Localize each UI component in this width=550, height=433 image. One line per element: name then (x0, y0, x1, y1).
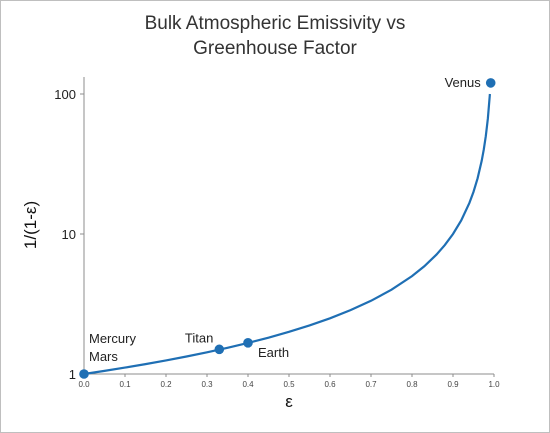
x-tick-label: 0.9 (447, 380, 459, 389)
x-tick-label: 1.0 (488, 380, 500, 389)
y-axis-label: 1/(1-ε) (21, 201, 40, 249)
data-point-marker (485, 78, 496, 88)
greenhouse-factor-curve (83, 93, 491, 376)
chart-title-line-2: Greenhouse Factor (193, 38, 357, 59)
x-tick-label: 0.7 (365, 380, 377, 389)
x-tick-label: 0.0 (78, 380, 90, 389)
y-tick-label: 10 (62, 227, 76, 242)
x-tick-label: 0.1 (119, 380, 131, 389)
axes (83, 77, 494, 375)
x-tick-labels: 0.0 0.1 0.2 0.3 0.4 0.5 0.6 0.7 0.8 0.9 1.0 (78, 374, 500, 389)
point-label: Titan (185, 330, 213, 345)
point-label: Earth (258, 345, 289, 360)
data-point-marker (243, 338, 253, 348)
x-tick-label: 0.6 (324, 380, 336, 389)
point-label: Mercury (89, 331, 136, 346)
data-point-marker (79, 369, 89, 379)
x-tick-label: 0.2 (160, 380, 172, 389)
point-label: Mars (89, 349, 118, 364)
x-tick-label: 0.3 (201, 380, 213, 389)
y-tick-label: 100 (54, 87, 76, 102)
x-tick-label: 0.8 (406, 380, 418, 389)
point-label: Venus (445, 75, 482, 90)
y-tick-labels: 1 10 100 (54, 87, 84, 382)
point-labels: Mercury Mars Titan Earth Venus (89, 75, 481, 364)
x-axis-label: ε (285, 392, 293, 411)
y-tick-label: 1 (69, 367, 76, 382)
chart-title: Bulk Atmospheric Emissivity vs Greenhous… (145, 13, 406, 59)
x-tick-label: 0.4 (242, 380, 254, 389)
data-points (79, 78, 496, 379)
data-point-marker (214, 344, 225, 355)
chart-title-line-1: Bulk Atmospheric Emissivity vs (145, 13, 406, 34)
x-tick-label: 0.5 (283, 380, 295, 389)
